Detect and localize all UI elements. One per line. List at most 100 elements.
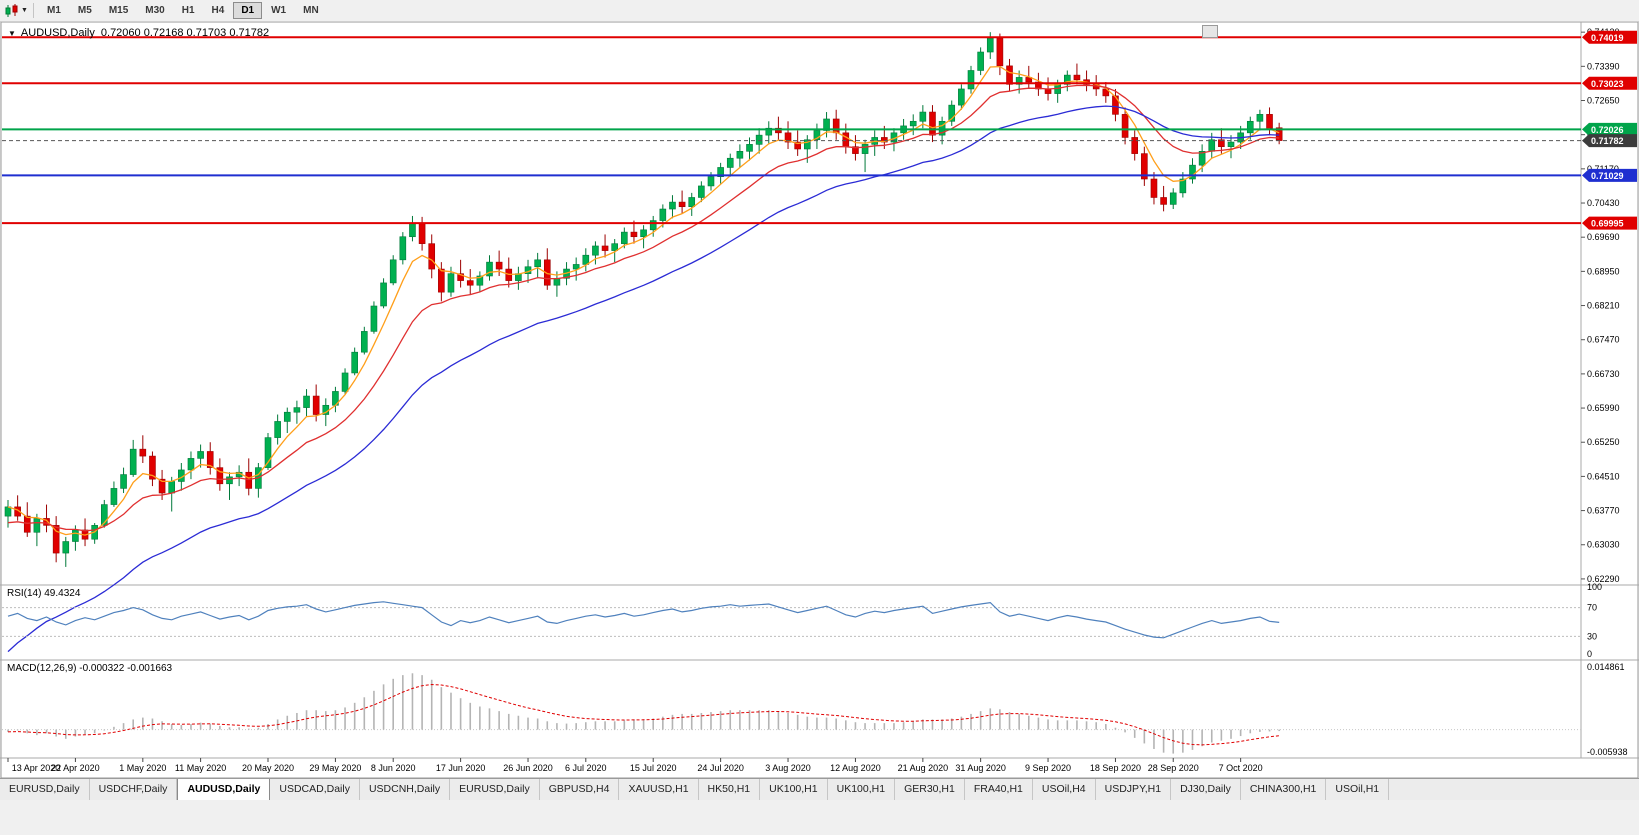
period-button-w1[interactable]: W1 <box>271 5 287 16</box>
date-tick-label: 17 Jun 2020 <box>436 763 486 773</box>
chart-ohlc-values: 0.72060 0.72168 0.71703 0.71782 <box>100 27 270 39</box>
candle-body <box>688 197 696 208</box>
period-button-m5[interactable]: M5 <box>77 5 92 16</box>
period-button-h1[interactable]: H1 <box>181 5 195 16</box>
chart-tab-eurusd-daily[interactable]: EURUSD,Daily <box>0 779 90 800</box>
price-tick-label: 0.72650 <box>1587 96 1620 106</box>
price-tick-label: 0.65990 <box>1587 403 1620 413</box>
candle-body <box>592 245 599 256</box>
date-tick-label: 7 Oct 2020 <box>1219 763 1263 773</box>
chart-tab-usdcnh-daily[interactable]: USDCNH,Daily <box>360 779 451 800</box>
chart-tab-audusd-daily[interactable]: AUDUSD,Daily <box>177 779 271 800</box>
candle-body <box>43 518 50 526</box>
chart-tab-usoil-h1[interactable]: USOil,H1 <box>1326 779 1390 800</box>
period-button-m30[interactable]: M30 <box>145 5 165 16</box>
candle-body <box>1064 74 1071 85</box>
chart-tab-usdjpy-h1[interactable]: USDJPY,H1 <box>1096 779 1172 800</box>
candle-body <box>23 515 31 533</box>
price-badge <box>1582 76 1637 90</box>
window-bottom-area <box>0 800 1639 835</box>
candle-body <box>698 185 705 198</box>
date-tick-label: 18 Sep 2020 <box>1090 763 1141 773</box>
candle-body <box>765 127 773 136</box>
chart-tab-uk100-h1[interactable]: UK100,H1 <box>828 779 896 800</box>
candle-body <box>977 51 984 71</box>
candle-body <box>553 277 561 286</box>
candle-body <box>669 201 676 210</box>
chart-type-button[interactable]: ▼ <box>4 2 28 20</box>
chart-tab-uk100-h1[interactable]: UK100,H1 <box>760 779 828 800</box>
chart-tab-hk50-h1[interactable]: HK50,H1 <box>699 779 761 800</box>
chart-tab-usdcad-daily[interactable]: USDCAD,Daily <box>270 779 360 800</box>
period-button-m15[interactable]: M15 <box>108 5 129 16</box>
rsi-scale-label: 0 <box>1587 649 1592 659</box>
candle-body <box>486 261 493 277</box>
date-tick-label: 11 May 2020 <box>175 763 226 773</box>
candle-body <box>1112 95 1119 115</box>
candle-body <box>929 111 936 136</box>
period-button-m1[interactable]: M1 <box>47 5 61 16</box>
chevron-down-icon: ▼ <box>21 7 28 14</box>
chart-tab-dj30-daily[interactable]: DJ30,Daily <box>1171 779 1241 800</box>
slow-ma-line <box>7 105 1280 653</box>
chart-restore-button[interactable] <box>1202 25 1218 38</box>
period-button-d1[interactable]: D1 <box>233 2 263 19</box>
date-tick-label: 20 May 2020 <box>242 763 294 773</box>
price-badge-label: 0.73023 <box>1591 79 1624 89</box>
timeframe-toolbar: ▼ M1 M5 M15 M30 H1 H4 D1 W1 MN <box>0 0 1639 22</box>
chart-title: ▼ AUDUSD,Daily 0.72060 0.72168 0.71703 0.7… <box>8 27 269 39</box>
price-badge <box>1582 168 1637 182</box>
candle-body <box>948 104 956 122</box>
price-badge <box>1582 134 1637 148</box>
candle-body <box>958 88 965 106</box>
price-badge <box>1582 216 1637 230</box>
toolbar-separator <box>33 3 34 18</box>
candle-body <box>110 488 118 505</box>
candle-body <box>158 478 166 494</box>
candle-body <box>1218 139 1225 147</box>
date-tick-label: 6 Jul 2020 <box>565 763 607 773</box>
candle-body <box>495 261 503 270</box>
price-tick-label: 0.73390 <box>1587 61 1620 71</box>
chart-tab-usoil-h4[interactable]: USOil,H4 <box>1033 779 1096 800</box>
chart-tab-eurusd-daily[interactable]: EURUSD,Daily <box>450 779 540 800</box>
candle-body <box>312 395 320 415</box>
price-tick-label: 0.62290 <box>1587 574 1620 584</box>
price-tick-label: 0.68950 <box>1587 266 1620 276</box>
chart-tab-fra40-h1[interactable]: FRA40,H1 <box>965 779 1033 800</box>
candle-body <box>938 120 946 136</box>
candle-body <box>1208 139 1216 152</box>
chart-tab-ger30-h1[interactable]: GER30,H1 <box>895 779 965 800</box>
candle-body <box>361 331 368 353</box>
candle-body <box>659 208 667 221</box>
candle-body <box>803 139 811 150</box>
price-badge <box>1582 30 1637 44</box>
candle-body <box>1266 114 1273 129</box>
chart-tab-china300-h1[interactable]: CHINA300,H1 <box>1241 779 1327 800</box>
candle-body <box>842 132 850 147</box>
chart-tab-xauusd-h1[interactable]: XAUUSD,H1 <box>619 779 699 800</box>
candle-body <box>601 245 609 251</box>
period-button-mn[interactable]: MN <box>303 5 319 16</box>
candle-body <box>1141 153 1148 180</box>
candle-body <box>303 395 310 408</box>
price-badge-label: 0.69995 <box>1591 219 1624 229</box>
candle-body <box>168 481 176 494</box>
chart-tab-usdchf-daily[interactable]: USDCHF,Daily <box>90 779 178 800</box>
candle-body <box>621 231 628 244</box>
period-button-h4[interactable]: H4 <box>211 5 225 16</box>
date-tick-label: 12 Aug 2020 <box>830 763 881 773</box>
candle-body <box>1160 197 1167 205</box>
date-tick-label: 31 Aug 2020 <box>955 763 1006 773</box>
candle-body <box>1150 178 1158 198</box>
date-tick-label: 8 Jun 2020 <box>371 763 416 773</box>
candle-body <box>784 132 792 143</box>
price-badge-label: 0.74019 <box>1591 33 1624 43</box>
rsi-indicator-label: RSI(14) 49.4324 <box>7 588 81 599</box>
candlestick-chart-icon <box>5 3 18 17</box>
candle-body <box>852 146 859 154</box>
chart-tab-gbpusd-h4[interactable]: GBPUSD,H4 <box>540 779 620 800</box>
candle-body <box>370 305 378 332</box>
candle-body <box>466 280 474 286</box>
